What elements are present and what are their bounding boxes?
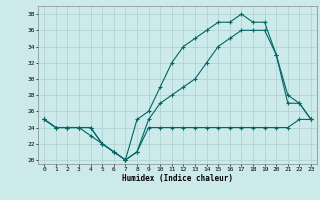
X-axis label: Humidex (Indice chaleur): Humidex (Indice chaleur) [122, 174, 233, 183]
